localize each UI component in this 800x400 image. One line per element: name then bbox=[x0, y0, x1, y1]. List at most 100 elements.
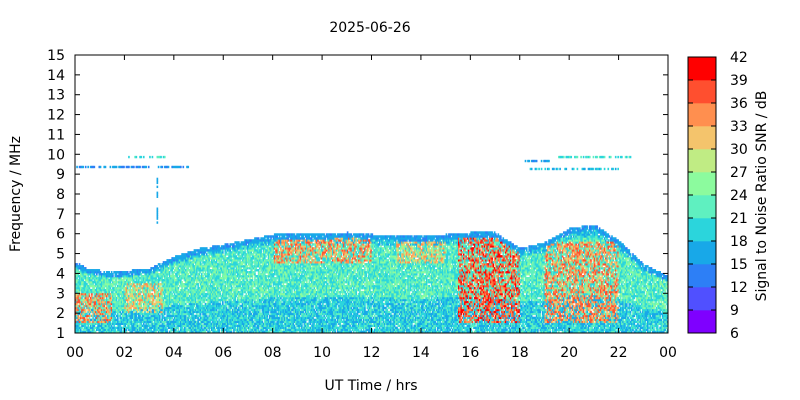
heatmap-cell bbox=[108, 282, 110, 286]
heatmap-cell bbox=[77, 280, 80, 284]
heatmap-cell bbox=[92, 326, 94, 330]
heatmap-cell bbox=[109, 304, 112, 308]
heatmap-cell bbox=[121, 316, 124, 320]
heatmap-cell bbox=[126, 304, 129, 308]
heatmap-cell bbox=[99, 310, 102, 314]
heatmap-cell bbox=[115, 290, 118, 294]
heatmap-cell bbox=[118, 294, 120, 298]
heatmap-cell bbox=[98, 306, 101, 310]
heatmap-cell bbox=[97, 306, 99, 310]
heatmap-cell bbox=[87, 330, 89, 333]
heatmap-cell bbox=[110, 310, 113, 314]
heatmap-cell bbox=[110, 324, 113, 328]
heatmap-cell bbox=[104, 288, 107, 292]
heatmap-cell bbox=[92, 312, 94, 316]
heatmap-cell bbox=[118, 271, 120, 274]
heatmap-cell bbox=[123, 290, 125, 294]
heatmap-cell bbox=[81, 282, 83, 286]
heatmap-cell bbox=[78, 275, 81, 278]
heatmap-cell bbox=[96, 318, 98, 322]
heatmap-cell bbox=[115, 298, 118, 302]
heatmap-cell bbox=[129, 316, 131, 320]
heatmap-cell bbox=[97, 288, 99, 292]
heatmap-cell bbox=[118, 280, 120, 284]
heatmap-cell bbox=[100, 316, 103, 320]
heatmap-cell bbox=[120, 296, 123, 300]
heatmap-cell bbox=[107, 271, 109, 274]
heatmap-cell bbox=[123, 322, 125, 326]
heatmap-cell bbox=[76, 267, 78, 270]
heatmap-cell bbox=[94, 280, 97, 284]
heatmap-cell bbox=[126, 320, 129, 324]
heatmap-cell bbox=[100, 310, 103, 314]
heatmap-cell bbox=[112, 292, 114, 296]
heatmap-cell bbox=[88, 290, 91, 294]
heatmap-cell bbox=[75, 284, 77, 288]
heatmap-cell bbox=[81, 292, 83, 296]
heatmap-cell bbox=[123, 326, 125, 330]
heatmap-cell bbox=[86, 294, 88, 298]
heatmap-cell bbox=[100, 277, 103, 280]
heatmap-cell bbox=[114, 290, 117, 294]
heatmap-cell bbox=[121, 322, 124, 326]
heatmap-cell bbox=[113, 310, 115, 314]
heatmap-cell bbox=[77, 326, 80, 330]
heatmap-cell bbox=[76, 286, 78, 290]
heatmap-cell bbox=[86, 322, 88, 326]
heatmap-cell bbox=[99, 298, 102, 302]
heatmap-cell bbox=[120, 275, 123, 278]
heatmap-cell bbox=[112, 277, 114, 280]
heatmap-cell bbox=[105, 326, 108, 330]
heatmap-cell bbox=[93, 280, 96, 284]
heatmap-cell bbox=[99, 330, 102, 333]
heatmap-cell bbox=[112, 326, 114, 330]
heatmap-cell bbox=[113, 298, 115, 302]
heatmap-cell bbox=[104, 314, 107, 318]
heatmap-cell bbox=[104, 316, 107, 320]
heatmap-cell bbox=[93, 271, 96, 274]
heatmap-cell bbox=[119, 310, 122, 314]
heatmap-cell bbox=[119, 275, 122, 278]
heatmap-cell bbox=[98, 330, 101, 333]
heatmap-cell bbox=[99, 292, 102, 296]
heatmap-cell bbox=[100, 314, 103, 318]
heatmap-cell bbox=[105, 292, 108, 296]
heatmap-cell bbox=[115, 277, 118, 280]
heatmap-cell bbox=[102, 280, 104, 284]
heatmap-cell bbox=[110, 296, 113, 300]
heatmap-cell bbox=[96, 322, 98, 326]
heatmap-cell bbox=[96, 273, 98, 276]
heatmap-cell bbox=[112, 318, 114, 322]
heatmap-cell bbox=[86, 328, 88, 332]
heatmap-cell bbox=[103, 300, 106, 304]
heatmap-cell bbox=[83, 322, 86, 326]
heatmap-cell bbox=[87, 322, 89, 326]
heatmap-cell bbox=[109, 296, 112, 300]
heatmap-cell bbox=[99, 314, 102, 318]
heatmap-cell bbox=[129, 318, 131, 322]
heatmap-cell bbox=[83, 328, 86, 332]
heatmap-cell bbox=[92, 277, 94, 280]
heatmap-cell bbox=[121, 308, 124, 312]
heatmap-cell bbox=[110, 298, 113, 302]
heatmap-cell bbox=[119, 308, 122, 312]
heatmap-cell bbox=[104, 322, 107, 326]
heatmap-cell bbox=[104, 273, 107, 276]
heatmap-cell bbox=[113, 306, 115, 310]
heatmap-cell bbox=[128, 288, 130, 292]
heatmap-cell bbox=[93, 308, 96, 312]
heatmap-cell bbox=[82, 330, 85, 333]
heatmap-cell bbox=[99, 322, 102, 326]
heatmap-cell bbox=[76, 269, 78, 272]
heatmap-cell bbox=[88, 314, 91, 318]
heatmap-cell bbox=[79, 310, 82, 314]
heatmap-cell bbox=[126, 275, 129, 278]
heatmap-cell bbox=[99, 271, 102, 274]
heatmap-cell bbox=[78, 320, 81, 324]
chart-title: 2025-06-26 bbox=[329, 20, 410, 36]
heatmap-cell bbox=[119, 296, 122, 300]
heatmap-cell bbox=[105, 288, 108, 292]
heatmap-cell bbox=[104, 324, 107, 328]
heatmap-cell bbox=[100, 284, 103, 288]
heatmap-cell bbox=[86, 312, 88, 316]
